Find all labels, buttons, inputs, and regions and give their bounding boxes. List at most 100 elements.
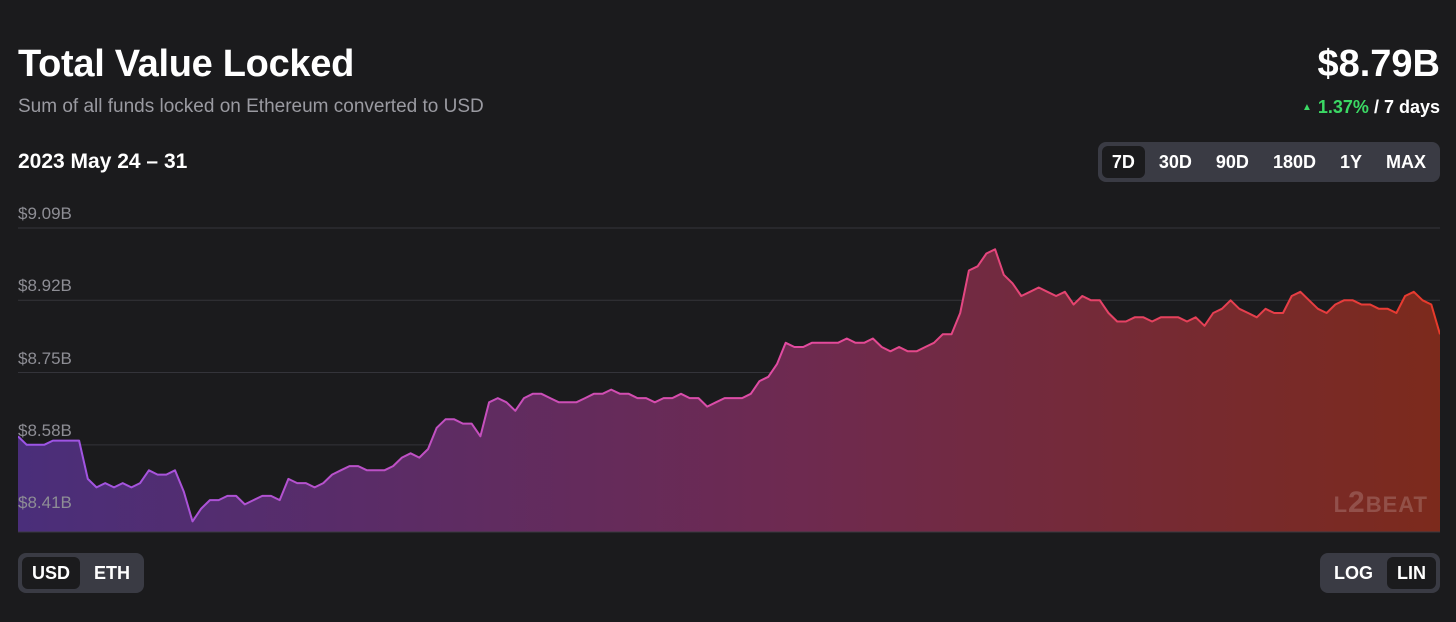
data-point <box>1116 321 1118 323</box>
triangle-up-icon: ▲ <box>1301 102 1312 113</box>
watermark-number: 2 <box>1348 486 1366 519</box>
data-point <box>837 342 839 344</box>
data-point <box>750 393 752 395</box>
data-point <box>1160 316 1162 318</box>
data-point <box>191 520 193 522</box>
tab-180d[interactable]: 180D <box>1272 152 1316 172</box>
data-point <box>479 435 481 437</box>
data-point <box>383 469 385 471</box>
data-point <box>148 469 150 471</box>
data-point <box>593 393 595 395</box>
data-point <box>567 401 569 403</box>
data-point <box>872 338 874 340</box>
data-point <box>558 401 560 403</box>
scale-lin-button[interactable]: LIN <box>1387 557 1436 589</box>
currency-usd-button[interactable]: USD <box>22 557 81 589</box>
date-range: 2023 May 24 – 31 <box>18 150 188 173</box>
data-point <box>706 406 708 408</box>
tab-max[interactable]: MAX <box>1386 152 1426 172</box>
tvl-chart: $9.09B $8.92B $8.75B $8.58B $8.41B L2BEAT <box>18 200 1440 540</box>
data-point <box>1308 299 1310 301</box>
data-point <box>392 465 394 467</box>
tab-90d[interactable]: 90D <box>1215 152 1249 172</box>
data-point <box>1369 304 1371 306</box>
data-point <box>1256 316 1258 318</box>
data-point <box>130 486 132 488</box>
data-point <box>104 482 106 484</box>
data-point <box>793 346 795 348</box>
y-tick-label: $8.58B <box>18 420 72 440</box>
tab-7d[interactable]: 7D <box>1101 146 1145 178</box>
data-point <box>523 397 525 399</box>
currency-eth-button[interactable]: ETH <box>94 563 131 583</box>
data-point <box>375 469 377 471</box>
data-point <box>863 342 865 344</box>
total-value: $8.79B <box>1317 43 1440 85</box>
data-point <box>113 486 115 488</box>
data-point <box>349 465 351 467</box>
data-point <box>881 346 883 348</box>
data-point <box>462 423 464 425</box>
page-title: Total Value Locked <box>18 43 354 85</box>
data-point <box>994 248 996 250</box>
data-point <box>1343 299 1345 301</box>
data-point <box>401 457 403 459</box>
data-point <box>959 312 961 314</box>
data-point <box>916 350 918 352</box>
data-point <box>933 342 935 344</box>
data-point <box>174 469 176 471</box>
data-point <box>78 440 80 442</box>
data-point <box>366 469 368 471</box>
y-tick-label: $8.41B <box>18 493 72 513</box>
data-point <box>357 465 359 467</box>
tab-1y[interactable]: 1Y <box>1339 152 1362 172</box>
data-point <box>1038 287 1040 289</box>
data-point <box>436 427 438 429</box>
tvl-area-chart <box>18 227 1440 533</box>
change-up-indicator: ▲ 1.37% <box>1302 97 1369 117</box>
data-point <box>1169 316 1171 318</box>
scale-log-button[interactable]: LOG <box>1334 563 1373 583</box>
data-point <box>1081 295 1083 297</box>
data-point <box>759 380 761 382</box>
data-point <box>811 342 813 344</box>
data-point <box>261 495 263 497</box>
data-point <box>218 499 220 501</box>
data-point <box>654 401 656 403</box>
data-point <box>296 482 298 484</box>
data-point <box>1247 312 1249 314</box>
data-point <box>139 482 141 484</box>
data-point <box>340 469 342 471</box>
data-point <box>924 346 926 348</box>
data-point <box>157 474 159 476</box>
data-point <box>331 474 333 476</box>
period-selector: 7D 30D 90D 180D 1Y MAX <box>1097 142 1440 182</box>
data-point <box>200 508 202 510</box>
tvl-line <box>18 248 1440 523</box>
data-point <box>270 495 272 497</box>
data-point <box>532 393 534 395</box>
data-point <box>671 397 673 399</box>
data-point <box>1134 316 1136 318</box>
data-point <box>1238 308 1240 310</box>
data-point <box>1107 312 1109 314</box>
data-point <box>1299 291 1301 293</box>
data-point <box>1422 299 1424 301</box>
data-point <box>645 397 647 399</box>
data-point <box>43 444 45 446</box>
tab-30d[interactable]: 30D <box>1158 152 1192 172</box>
data-point <box>1282 312 1284 314</box>
data-point <box>314 486 316 488</box>
y-tick-label: $9.09B <box>18 204 72 223</box>
data-point <box>785 342 787 344</box>
data-point <box>549 397 551 399</box>
data-point <box>1317 308 1319 310</box>
data-point <box>1090 299 1092 301</box>
data-point <box>619 393 621 395</box>
data-point <box>985 253 987 255</box>
watermark-suffix: BEAT <box>1365 492 1428 517</box>
data-point <box>724 397 726 399</box>
data-point <box>506 401 508 403</box>
data-point <box>514 410 516 412</box>
y-tick-label: $8.75B <box>18 348 72 368</box>
